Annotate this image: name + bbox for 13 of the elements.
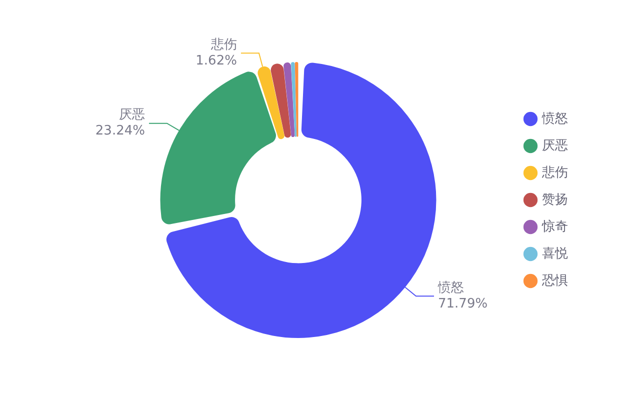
legend-label: 恐惧: [541, 273, 568, 288]
legend-label: 悲伤: [541, 165, 568, 180]
slice-label: 厌恶: [118, 108, 145, 123]
slice-label: 愤怒: [437, 280, 464, 296]
data-label: 23.24%: [95, 124, 145, 139]
legend-label: 愤怒: [541, 111, 568, 126]
slice-label: 悲伤: [210, 38, 237, 53]
legend-label: 厌恶: [542, 138, 568, 154]
legend-label: 赞扬: [542, 192, 568, 208]
data-label: 1.62%: [196, 54, 237, 69]
legend-label: 喜悦: [542, 246, 568, 262]
legend-label: 惊奇: [541, 218, 568, 234]
data-label: 71.79%: [438, 296, 488, 312]
